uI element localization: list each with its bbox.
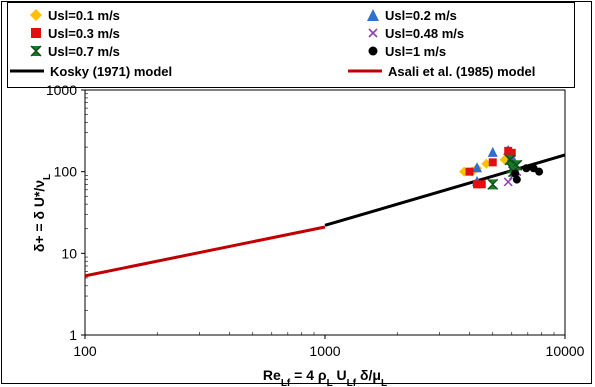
y-tick-label: 100: [54, 164, 78, 180]
plot-area-border: [84, 89, 566, 336]
series-square: [465, 146, 516, 189]
data-point-circle: [512, 175, 521, 184]
legend-entry-usl-0-48: Usl=0.48 m/s: [365, 25, 464, 41]
data-point-hourglass-cross: [487, 178, 499, 190]
triangle-marker-icon: [367, 9, 379, 21]
series-circle: [511, 164, 544, 184]
square-marker-icon: [31, 28, 41, 38]
data-points: [459, 144, 544, 190]
legend-entry-usl-0-1: Usl=0.1 m/s: [28, 7, 120, 23]
data-point-square: [477, 180, 486, 189]
data-point-square: [465, 167, 474, 176]
legend-label-usl-1: Usl=1 m/s: [385, 43, 447, 59]
y-axis-label: δ+ = δ U*/νL: [31, 174, 53, 252]
x-tick-label: 1000: [309, 343, 340, 359]
data-point-triangle: [487, 146, 498, 157]
legend-entry-usl-0-2: Usl=0.2 m/s: [365, 7, 457, 23]
data-point-hourglass-cross: [504, 154, 516, 166]
data-point-circle: [522, 164, 531, 173]
model-lines: [84, 153, 566, 278]
legend-label-asali: Asali et al. (1985) model: [388, 63, 536, 79]
asali-model-line: [84, 225, 326, 278]
y-tick-label: 1000: [46, 82, 77, 98]
legend-label-usl-0-7: Usl=0.7 m/s: [48, 43, 120, 59]
data-point-square: [488, 158, 497, 167]
legend-entry-usl-0-3: Usl=0.3 m/s: [28, 25, 120, 41]
legend-entry-kosky: Kosky (1971) model: [10, 63, 172, 79]
data-point-square: [507, 148, 516, 157]
legend-label-kosky: Kosky (1971) model: [50, 63, 173, 79]
legend-entry-usl-0-7: Usl=0.7 m/s: [28, 43, 120, 59]
data-point-circle: [535, 167, 544, 176]
circle-marker-icon: [368, 46, 378, 56]
legend-label-usl-0-48: Usl=0.48 m/s: [385, 25, 465, 41]
chart-legend: Usl=0.1 m/s Usl=0.3 m/s Usl=0.7 m/s Kosk…: [7, 2, 575, 88]
data-point-square: [473, 180, 482, 189]
legend-label-usl-0-2: Usl=0.2 m/s: [385, 7, 457, 23]
x-axis-label: ReLf = 4 ρL ULf δ/μL: [263, 367, 387, 387]
black-line-icon: [10, 69, 44, 73]
legend-entry-asali: Asali et al. (1985) model: [348, 63, 535, 79]
y-tick-label: 1: [69, 327, 77, 343]
y-tick-label: 10: [61, 245, 77, 261]
legend-label-usl-0-3: Usl=0.3 m/s: [48, 25, 120, 41]
axis-ticks: 1 10 100 1000 100 1000 10000: [46, 82, 585, 359]
data-point-circle: [511, 169, 520, 178]
red-line-icon: [348, 69, 382, 73]
hourglass-marker-icon: [30, 45, 42, 57]
data-point-x: [503, 177, 513, 187]
diamond-marker-icon: [30, 9, 42, 21]
legend-label-usl-0-1: Usl=0.1 m/s: [48, 7, 120, 23]
data-point-triangle: [472, 162, 483, 173]
x-marker-icon: [368, 28, 378, 38]
x-tick-label: 10000: [546, 343, 585, 359]
legend-entry-usl-1: Usl=1 m/s: [365, 43, 446, 59]
x-tick-label: 100: [73, 343, 97, 359]
